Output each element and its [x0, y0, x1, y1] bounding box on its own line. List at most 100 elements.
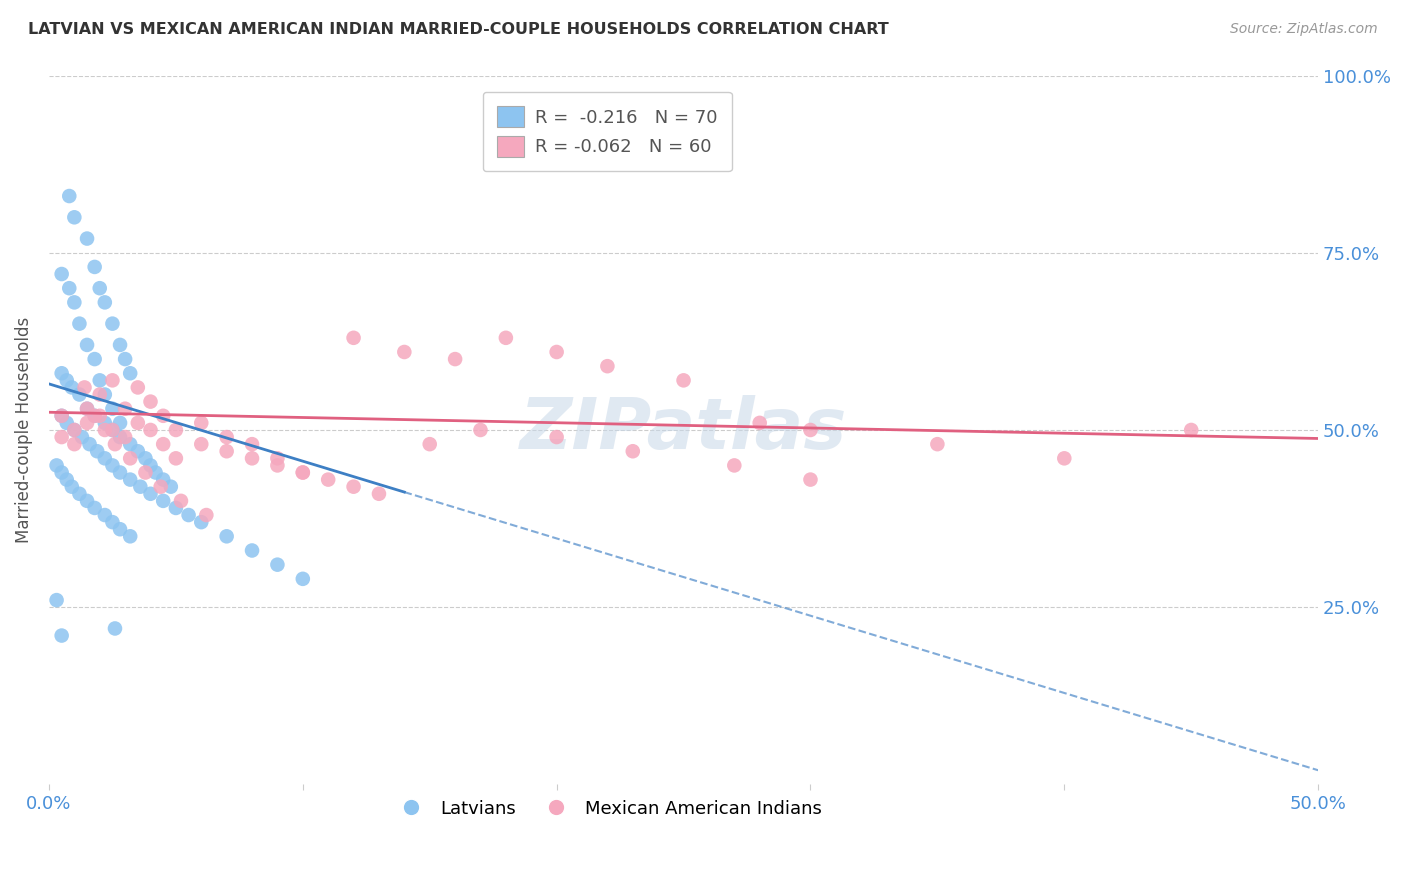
Point: [470, 423, 492, 437]
Point: [240, 451, 263, 466]
Point: [51, 409, 73, 423]
Point: [240, 437, 263, 451]
Point: [79, 437, 101, 451]
Text: LATVIAN VS MEXICAN AMERICAN INDIAN MARRIED-COUPLE HOUSEHOLDS CORRELATION CHART: LATVIAN VS MEXICAN AMERICAN INDIAN MARRI…: [28, 22, 889, 37]
Point: [76, 494, 98, 508]
Point: [63, 437, 86, 451]
Point: [152, 409, 174, 423]
Point: [1053, 451, 1076, 466]
Point: [70, 430, 93, 444]
Point: [94, 423, 117, 437]
Point: [108, 416, 131, 430]
Point: [86, 444, 108, 458]
Point: [101, 423, 124, 437]
Point: [152, 473, 174, 487]
Point: [127, 380, 149, 394]
Point: [83, 409, 105, 423]
Point: [266, 558, 288, 572]
Point: [83, 260, 105, 274]
Point: [266, 451, 288, 466]
Point: [120, 366, 142, 380]
Point: [83, 500, 105, 515]
Point: [120, 529, 142, 543]
Point: [104, 622, 127, 636]
Point: [145, 466, 167, 480]
Point: [127, 416, 149, 430]
Point: [108, 466, 131, 480]
Point: [368, 487, 391, 501]
Point: [51, 366, 73, 380]
Point: [195, 508, 218, 522]
Point: [45, 593, 67, 607]
Point: [190, 515, 212, 529]
Point: [134, 466, 156, 480]
Point: [152, 437, 174, 451]
Point: [101, 373, 124, 387]
Point: [101, 401, 124, 416]
Point: [139, 487, 162, 501]
Point: [127, 444, 149, 458]
Point: [748, 416, 770, 430]
Point: [799, 423, 821, 437]
Point: [89, 281, 111, 295]
Point: [108, 338, 131, 352]
Point: [215, 444, 238, 458]
Point: [316, 473, 339, 487]
Point: [55, 416, 77, 430]
Point: [139, 394, 162, 409]
Point: [129, 480, 152, 494]
Point: [177, 508, 200, 522]
Point: [51, 629, 73, 643]
Point: [76, 401, 98, 416]
Point: [76, 401, 98, 416]
Point: [291, 466, 314, 480]
Point: [67, 387, 90, 401]
Point: [60, 380, 83, 394]
Point: [76, 416, 98, 430]
Point: [89, 373, 111, 387]
Point: [67, 487, 90, 501]
Y-axis label: Married-couple Households: Married-couple Households: [15, 317, 32, 543]
Point: [51, 430, 73, 444]
Point: [55, 473, 77, 487]
Point: [63, 295, 86, 310]
Point: [58, 281, 80, 295]
Point: [63, 423, 86, 437]
Point: [152, 494, 174, 508]
Point: [120, 451, 142, 466]
Point: [114, 430, 136, 444]
Point: [190, 437, 212, 451]
Point: [63, 211, 86, 225]
Point: [723, 458, 745, 473]
Point: [291, 572, 314, 586]
Point: [45, 458, 67, 473]
Point: [139, 423, 162, 437]
Point: [58, 189, 80, 203]
Point: [546, 345, 568, 359]
Point: [165, 500, 187, 515]
Point: [108, 430, 131, 444]
Point: [67, 317, 90, 331]
Point: [170, 494, 193, 508]
Point: [190, 416, 212, 430]
Point: [342, 480, 364, 494]
Point: [101, 515, 124, 529]
Point: [101, 423, 124, 437]
Point: [94, 387, 117, 401]
Legend: Latvians, Mexican American Indians: Latvians, Mexican American Indians: [387, 793, 828, 825]
Point: [55, 373, 77, 387]
Point: [672, 373, 695, 387]
Point: [76, 338, 98, 352]
Point: [159, 480, 181, 494]
Point: [114, 401, 136, 416]
Point: [495, 331, 517, 345]
Point: [73, 380, 96, 394]
Point: [63, 423, 86, 437]
Point: [120, 473, 142, 487]
Point: [165, 451, 187, 466]
Point: [89, 409, 111, 423]
Point: [215, 529, 238, 543]
Point: [927, 437, 949, 451]
Point: [165, 423, 187, 437]
Point: [51, 267, 73, 281]
